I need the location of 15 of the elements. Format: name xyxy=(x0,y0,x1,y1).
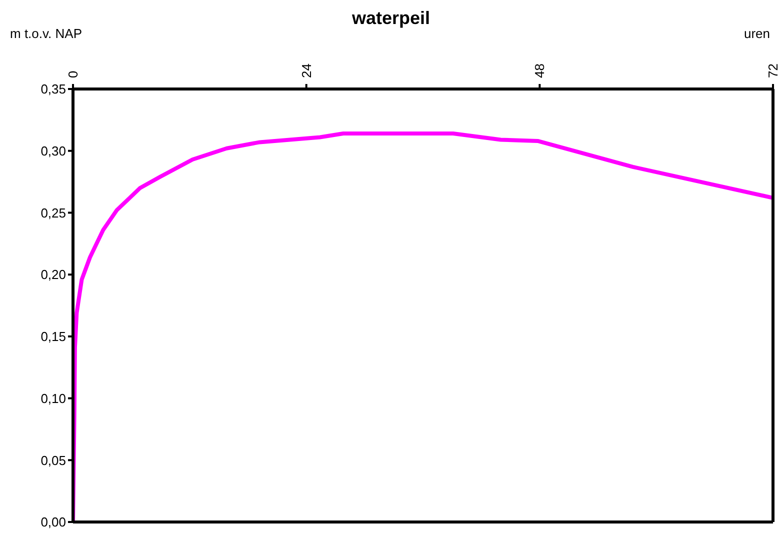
chart-title: waterpeil xyxy=(352,8,430,28)
y-tick-label: 0,15 xyxy=(40,329,66,344)
x-tick-label: 24 xyxy=(298,64,314,78)
y-tick-label: 0,00 xyxy=(40,514,66,530)
y-tick-label: 0,10 xyxy=(40,390,66,406)
x-tick-label: 48 xyxy=(532,64,548,78)
y-tick-label: 0,20 xyxy=(40,267,66,282)
y-axis-title: m t.o.v. NAP xyxy=(10,26,82,41)
x-axis-title: uren xyxy=(744,26,770,41)
y-tick-label: 0,35 xyxy=(40,82,66,97)
y-tick-label: 0,25 xyxy=(40,205,66,220)
y-tick-label: 0,30 xyxy=(40,143,66,158)
x-tick-label: 72 xyxy=(766,64,780,78)
x-tick-label: 0 xyxy=(66,70,80,78)
y-tick-label: 0,05 xyxy=(40,452,66,468)
